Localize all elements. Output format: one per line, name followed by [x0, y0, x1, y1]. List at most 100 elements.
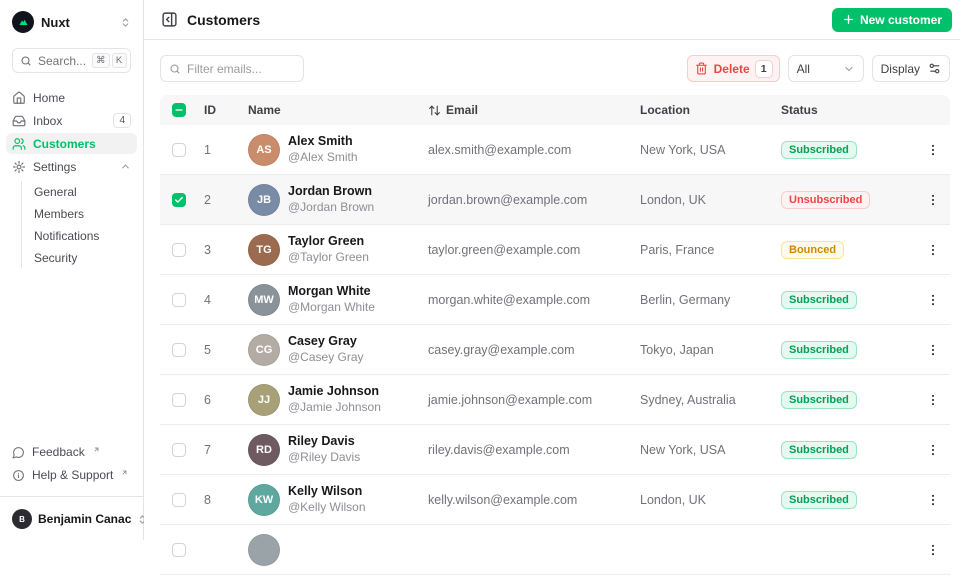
customer-name: Riley Davis — [288, 434, 360, 450]
cell-location: London, UK — [640, 493, 781, 507]
sidebar-item-inbox[interactable]: Inbox 4 — [6, 110, 137, 131]
sidebar-item-members[interactable]: Members — [34, 203, 131, 224]
row-checkbox[interactable] — [172, 393, 186, 407]
cell-id: 5 — [200, 343, 248, 357]
status-badge: Subscribed — [781, 391, 857, 409]
panel-collapse-icon[interactable] — [161, 11, 178, 28]
status-badge: Subscribed — [781, 441, 857, 459]
sidebar-item-label: Home — [33, 91, 65, 105]
table-body: 1 AS Alex Smith @Alex Smith alex.smith@e… — [160, 125, 950, 575]
cell-name: TG Taylor Green @Taylor Green — [248, 234, 428, 266]
workspace-switcher[interactable]: Nuxt — [12, 10, 131, 34]
table-row[interactable]: 8 KW Kelly Wilson @Kelly Wilson kelly.wi… — [160, 475, 950, 525]
row-actions-menu[interactable] — [916, 193, 950, 207]
sidebar-item-home[interactable]: Home — [6, 87, 137, 108]
row-actions-menu[interactable] — [916, 393, 950, 407]
avatar: TG — [248, 234, 280, 266]
gear-icon — [12, 160, 26, 174]
cell-id: 6 — [200, 393, 248, 407]
table-row[interactable]: 6 JJ Jamie Johnson @Jamie Johnson jamie.… — [160, 375, 950, 425]
cell-location: Paris, France — [640, 243, 781, 257]
row-actions-menu[interactable] — [916, 293, 950, 307]
column-header-id: ID — [200, 103, 248, 117]
row-checkbox[interactable] — [172, 443, 186, 457]
cell-location: Sydney, Australia — [640, 393, 781, 407]
row-checkbox[interactable] — [172, 293, 186, 307]
row-actions-menu[interactable] — [916, 543, 950, 557]
row-actions-menu[interactable] — [916, 143, 950, 157]
filter-emails-input[interactable] — [187, 62, 295, 76]
cell-id: 2 — [200, 193, 248, 207]
column-header-status: Status — [781, 103, 916, 117]
sidebar-item-notifications[interactable]: Notifications — [34, 225, 131, 246]
help-support-link[interactable]: Help & Support — [12, 465, 131, 485]
customer-handle: @Morgan White — [288, 300, 375, 315]
column-header-email[interactable]: Email — [428, 103, 640, 117]
status-badge: Unsubscribed — [781, 191, 870, 209]
filter-emails-field[interactable] — [160, 55, 304, 82]
cell-email: jamie.johnson@example.com — [428, 393, 640, 407]
table-row[interactable]: 3 TG Taylor Green @Taylor Green taylor.g… — [160, 225, 950, 275]
row-checkbox[interactable] — [172, 243, 186, 257]
row-checkbox[interactable] — [172, 493, 186, 507]
row-actions-menu[interactable] — [916, 443, 950, 457]
customer-name: Kelly Wilson — [288, 484, 366, 500]
home-icon — [12, 91, 26, 105]
row-actions-menu[interactable] — [916, 493, 950, 507]
feedback-link[interactable]: Feedback — [12, 442, 131, 462]
table-row[interactable]: 5 CG Casey Gray @Casey Gray casey.gray@e… — [160, 325, 950, 375]
main-panel: Customers New customer Delete 1 All — [144, 0, 960, 540]
avatar: RD — [248, 434, 280, 466]
sidebar-item-customers[interactable]: Customers — [6, 133, 137, 154]
divider — [0, 496, 143, 497]
sidebar-item-general[interactable]: General — [34, 181, 131, 202]
chevrons-up-down-icon — [120, 17, 131, 28]
row-checkbox[interactable] — [172, 143, 186, 157]
external-link-icon — [121, 469, 128, 476]
sidebar-item-label: Customers — [33, 137, 96, 151]
select-all-checkbox[interactable] — [172, 103, 186, 117]
sidebar-item-security[interactable]: Security — [34, 247, 131, 268]
cell-name: JJ Jamie Johnson @Jamie Johnson — [248, 384, 428, 416]
row-actions-menu[interactable] — [916, 343, 950, 357]
cell-id: 4 — [200, 293, 248, 307]
cell-email: riley.davis@example.com — [428, 443, 640, 457]
table-row[interactable]: 1 AS Alex Smith @Alex Smith alex.smith@e… — [160, 125, 950, 175]
search-kbd-shortcut: ⌘ K — [92, 53, 127, 68]
search-input[interactable]: Search... ⌘ K — [12, 48, 131, 73]
new-customer-button[interactable]: New customer — [832, 8, 952, 32]
customer-handle: @Alex Smith — [288, 150, 358, 165]
message-icon — [12, 446, 25, 459]
row-checkbox[interactable] — [172, 343, 186, 357]
table-row[interactable]: 4 MW Morgan White @Morgan White morgan.w… — [160, 275, 950, 325]
search-placeholder: Search... — [38, 54, 86, 68]
customer-handle: @Jordan Brown — [288, 200, 374, 215]
row-checkbox[interactable] — [172, 543, 186, 557]
search-icon — [169, 63, 181, 75]
cell-id: 1 — [200, 143, 248, 157]
row-checkbox[interactable] — [172, 193, 186, 207]
status-filter-select[interactable]: All — [788, 55, 864, 82]
table-row-partial[interactable] — [160, 525, 950, 575]
avatar: AS — [248, 134, 280, 166]
sidebar: Nuxt Search... ⌘ K Home Inbox 4 — [0, 0, 144, 540]
table-row[interactable]: 7 RD Riley Davis @Riley Davis riley.davi… — [160, 425, 950, 475]
avatar: MW — [248, 284, 280, 316]
cell-name: KW Kelly Wilson @Kelly Wilson — [248, 484, 428, 516]
nuxt-logo-icon — [12, 11, 34, 33]
row-actions-menu[interactable] — [916, 243, 950, 257]
delete-button[interactable]: Delete 1 — [687, 55, 780, 82]
user-name: Benjamin Canac — [38, 512, 131, 526]
sidebar-item-settings[interactable]: Settings — [6, 156, 137, 177]
customer-name: Jamie Johnson — [288, 384, 381, 400]
cell-email: casey.gray@example.com — [428, 343, 640, 357]
avatar: KW — [248, 484, 280, 516]
table-row[interactable]: 2 JB Jordan Brown @Jordan Brown jordan.b… — [160, 175, 950, 225]
cell-name: RD Riley Davis @Riley Davis — [248, 434, 428, 466]
display-button[interactable]: Display — [872, 55, 950, 82]
status-badge: Subscribed — [781, 491, 857, 509]
cell-id: 3 — [200, 243, 248, 257]
customer-name: Alex Smith — [288, 134, 358, 150]
customer-handle: @Taylor Green — [288, 250, 369, 265]
user-menu[interactable]: B Benjamin Canac — [12, 508, 131, 530]
